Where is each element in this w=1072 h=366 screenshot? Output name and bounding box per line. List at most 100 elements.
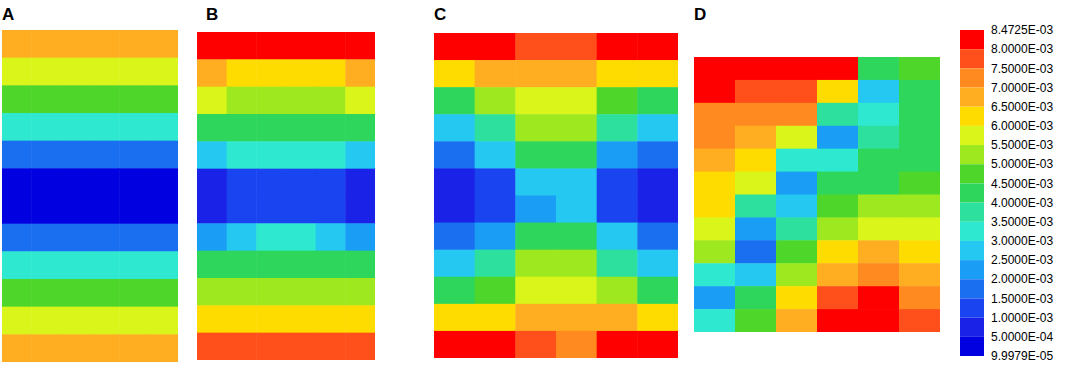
field-cell	[227, 196, 257, 224]
colorbar-tick	[984, 260, 987, 261]
field-cell	[90, 279, 120, 307]
field-cell	[515, 250, 556, 278]
colorbar-tick	[984, 87, 987, 88]
field-cell	[899, 149, 940, 172]
field-cell	[434, 168, 475, 196]
field-cell	[316, 32, 346, 60]
field-cell	[694, 309, 736, 332]
field-cell	[694, 263, 736, 286]
field-cell	[345, 32, 375, 60]
field-cell	[858, 149, 900, 172]
field-cell	[2, 334, 32, 362]
field-cell	[31, 224, 61, 252]
field-cell	[31, 85, 61, 113]
colorbar-swatch	[960, 88, 984, 107]
field-cell	[286, 333, 316, 360]
field-cell	[316, 251, 346, 279]
field-cell	[256, 32, 286, 60]
field-cell	[637, 331, 678, 358]
field-cell	[817, 103, 859, 126]
field-cell	[149, 224, 178, 252]
field-cell	[556, 168, 597, 196]
field-cell	[345, 114, 375, 142]
field-cell	[515, 33, 556, 61]
field-cell	[197, 114, 227, 142]
field-cell	[31, 279, 61, 307]
field-cell	[2, 58, 32, 86]
colorbar-label: 2.5000E-03	[991, 253, 1053, 267]
colorbar-label: 8.0000E-03	[991, 42, 1053, 56]
field-cell	[256, 196, 286, 224]
field-cell	[597, 331, 638, 358]
field-cell	[61, 30, 91, 58]
field-cell	[475, 250, 516, 278]
field-cell	[149, 113, 178, 141]
panel-field	[2, 30, 178, 362]
field-cell	[149, 279, 178, 307]
colorbar-swatch	[960, 222, 984, 241]
field-cell	[316, 141, 346, 169]
field-cell	[31, 251, 61, 279]
field-cell	[637, 114, 678, 142]
field-cell	[256, 251, 286, 279]
colorbar-swatch	[960, 279, 984, 298]
field-cell	[286, 59, 316, 87]
field-cell	[197, 251, 227, 279]
field-cell	[556, 223, 597, 251]
field-cell	[434, 223, 475, 251]
colorbar-label: 3.0000E-03	[991, 234, 1053, 248]
colorbar-label: 8.4725E-03	[991, 23, 1053, 37]
field-cell	[475, 196, 516, 224]
field-cell	[345, 169, 375, 197]
field-cell	[90, 307, 120, 335]
field-cell	[90, 168, 120, 196]
field-cell	[2, 279, 32, 307]
field-cell	[694, 80, 736, 103]
field-cell	[286, 141, 316, 169]
field-cell	[735, 240, 777, 263]
colorbar-swatch	[960, 145, 984, 164]
field-cell	[31, 30, 61, 58]
field-cell	[119, 307, 149, 335]
field-cell	[899, 217, 940, 240]
field-cell	[316, 87, 346, 115]
field-cell	[597, 304, 638, 332]
field-cell	[90, 196, 120, 224]
colorbar-label: 6.0000E-03	[991, 119, 1053, 133]
field-cell	[694, 103, 736, 126]
colorbar-tick	[984, 106, 987, 107]
field-cell	[858, 195, 900, 218]
colorbar: 8.4725E-038.0000E-037.5000E-037.0000E-03…	[960, 23, 1053, 363]
panel-label: B	[206, 5, 218, 24]
colorbar-tick	[984, 221, 987, 222]
field-cell	[475, 277, 516, 305]
colorbar-label: 9.9979E-05	[991, 349, 1053, 363]
field-cell	[2, 141, 32, 169]
field-cell	[31, 168, 61, 196]
field-cell	[61, 251, 91, 279]
field-cell	[90, 30, 120, 58]
field-cell	[345, 305, 375, 333]
field-cell	[735, 286, 777, 309]
field-cell	[694, 217, 736, 240]
field-cell	[597, 87, 638, 115]
field-cell	[227, 114, 257, 142]
field-cell	[149, 141, 178, 169]
field-cell	[475, 114, 516, 142]
field-cell	[637, 223, 678, 251]
field-cell	[61, 141, 91, 169]
colorbar-label: 1.0000E-03	[991, 311, 1053, 325]
field-cell	[475, 304, 516, 332]
field-cell	[735, 103, 777, 126]
field-cell	[197, 59, 227, 87]
field-cell	[286, 87, 316, 115]
field-cell	[899, 103, 940, 126]
field-cell	[119, 251, 149, 279]
field-cell	[119, 196, 149, 224]
colorbar-label: 7.0000E-03	[991, 81, 1053, 95]
field-cell	[475, 331, 516, 358]
colorbar-swatch	[960, 49, 984, 68]
field-cell	[90, 141, 120, 169]
field-cell	[31, 113, 61, 141]
field-cell	[90, 334, 120, 362]
